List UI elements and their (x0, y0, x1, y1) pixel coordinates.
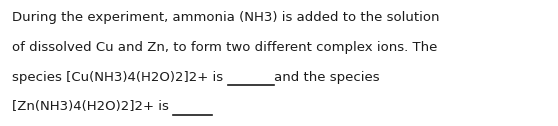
Text: [Zn(NH3)4(H2O)2]2+ is: [Zn(NH3)4(H2O)2]2+ is (12, 100, 211, 113)
Text: During the experiment, ammonia (NH3) is added to the solution: During the experiment, ammonia (NH3) is … (12, 11, 440, 24)
Text: species [Cu(NH3)4(H2O)2]2+ is            and the species: species [Cu(NH3)4(H2O)2]2+ is and the sp… (12, 71, 380, 84)
Text: species [Cu(NH3)4(H2O)2]2+ is: species [Cu(NH3)4(H2O)2]2+ is (12, 71, 228, 84)
Text: species [Cu(NH3)4(H2O)2]2+ is: species [Cu(NH3)4(H2O)2]2+ is (12, 71, 275, 84)
Text: [Zn(NH3)4(H2O)2]2+ is: [Zn(NH3)4(H2O)2]2+ is (12, 100, 211, 113)
Text: of dissolved Cu and Zn, to form two different complex ions. The: of dissolved Cu and Zn, to form two diff… (12, 41, 437, 54)
Text: [Zn(NH3)4(H2O)2]2+ is: [Zn(NH3)4(H2O)2]2+ is (12, 100, 174, 113)
